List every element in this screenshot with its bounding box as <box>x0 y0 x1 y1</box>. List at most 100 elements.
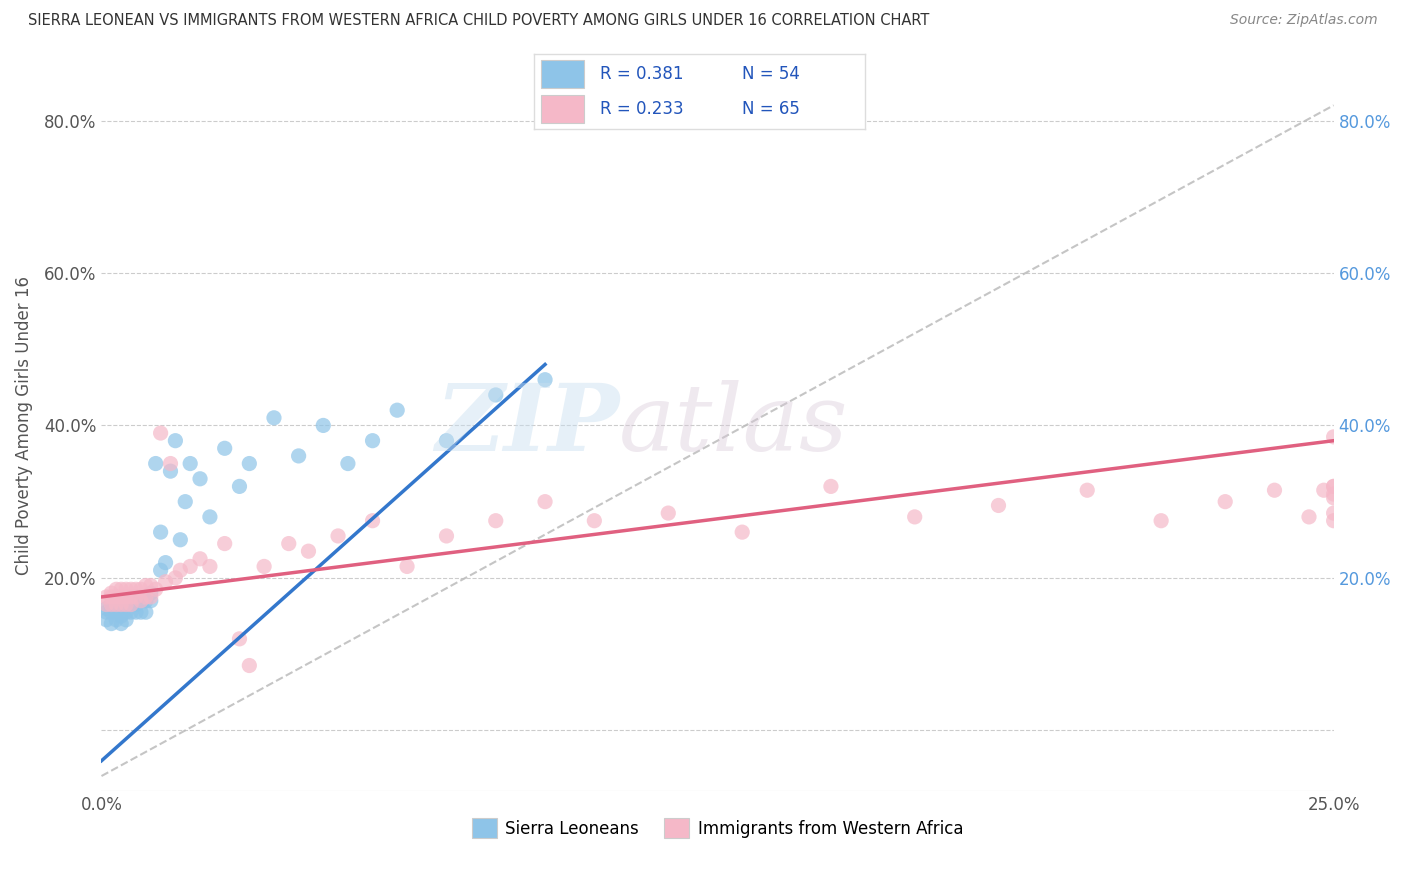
Point <box>1323 430 1346 444</box>
Point <box>1323 506 1346 520</box>
Point <box>312 418 335 433</box>
Point <box>534 373 557 387</box>
Point <box>120 582 142 597</box>
Point <box>125 590 148 604</box>
Point <box>105 613 128 627</box>
Point <box>155 574 177 589</box>
Point <box>100 598 122 612</box>
Point <box>263 410 285 425</box>
Text: Source: ZipAtlas.com: Source: ZipAtlas.com <box>1230 13 1378 28</box>
Point <box>110 590 132 604</box>
Point <box>238 457 260 471</box>
Point <box>125 582 148 597</box>
Point <box>169 563 191 577</box>
Point <box>1076 483 1098 498</box>
Point <box>125 605 148 619</box>
Point <box>105 598 128 612</box>
Point <box>385 403 408 417</box>
Point <box>326 529 349 543</box>
Point <box>129 590 152 604</box>
Point <box>120 590 142 604</box>
Point <box>110 598 132 612</box>
Point <box>110 616 132 631</box>
Point <box>287 449 309 463</box>
Point <box>135 590 157 604</box>
Point <box>297 544 319 558</box>
Point <box>1298 509 1320 524</box>
Point <box>100 586 122 600</box>
Point <box>253 559 276 574</box>
Point <box>96 598 118 612</box>
Point <box>1323 479 1346 493</box>
Point <box>169 533 191 547</box>
Point <box>155 556 177 570</box>
Point <box>139 578 162 592</box>
Point <box>1313 483 1336 498</box>
Point <box>100 601 122 615</box>
Point <box>149 425 172 440</box>
Point <box>198 509 221 524</box>
Bar <box>541 95 583 123</box>
Point <box>129 605 152 619</box>
Point <box>120 605 142 619</box>
Point <box>129 593 152 607</box>
Point <box>115 582 138 597</box>
Text: N = 54: N = 54 <box>742 65 800 83</box>
Point <box>110 601 132 615</box>
Point <box>120 598 142 612</box>
Point <box>105 582 128 597</box>
Point <box>115 605 138 619</box>
Point <box>100 605 122 619</box>
Point <box>105 601 128 615</box>
Point <box>139 593 162 607</box>
Bar <box>541 60 583 87</box>
Text: SIERRA LEONEAN VS IMMIGRANTS FROM WESTERN AFRICA CHILD POVERTY AMONG GIRLS UNDER: SIERRA LEONEAN VS IMMIGRANTS FROM WESTER… <box>28 13 929 29</box>
Point <box>228 632 250 646</box>
Point <box>731 525 754 540</box>
Point <box>100 590 122 604</box>
Point <box>115 590 138 604</box>
Point <box>396 559 419 574</box>
Point <box>100 598 122 612</box>
Point <box>1323 491 1346 505</box>
Point <box>361 514 384 528</box>
Point <box>904 509 927 524</box>
Point <box>820 479 842 493</box>
Point <box>159 464 181 478</box>
Point <box>583 514 606 528</box>
Point <box>485 388 508 402</box>
Point <box>110 598 132 612</box>
Point <box>129 582 152 597</box>
Point <box>179 457 201 471</box>
Y-axis label: Child Poverty Among Girls Under 16: Child Poverty Among Girls Under 16 <box>15 276 32 575</box>
Point <box>214 536 236 550</box>
Point <box>96 601 118 615</box>
Point <box>1213 494 1236 508</box>
Point <box>228 479 250 493</box>
Point <box>165 434 187 448</box>
Point <box>100 616 122 631</box>
Point <box>534 494 557 508</box>
Text: atlas: atlas <box>619 380 848 470</box>
Text: N = 65: N = 65 <box>742 100 800 118</box>
Point <box>115 598 138 612</box>
Point <box>336 457 359 471</box>
Point <box>485 514 508 528</box>
Point <box>135 593 157 607</box>
Point <box>115 613 138 627</box>
Point <box>110 582 132 597</box>
Point <box>135 605 157 619</box>
Point <box>188 472 211 486</box>
Point <box>139 586 162 600</box>
Point <box>165 571 187 585</box>
Text: ZIP: ZIP <box>434 380 619 470</box>
Point <box>149 563 172 577</box>
Point <box>96 613 118 627</box>
Point <box>657 506 679 520</box>
Text: R = 0.381: R = 0.381 <box>600 65 683 83</box>
Point <box>96 590 118 604</box>
Point <box>125 590 148 604</box>
Point <box>139 590 162 604</box>
Point <box>1263 483 1285 498</box>
Point <box>105 605 128 619</box>
